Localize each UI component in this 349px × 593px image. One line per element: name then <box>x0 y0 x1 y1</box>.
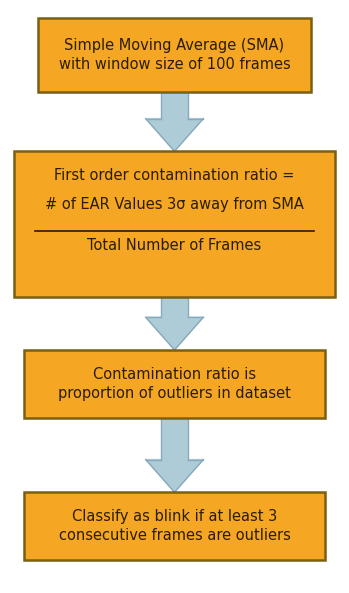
FancyBboxPatch shape <box>14 151 335 296</box>
Bar <box>161 418 187 460</box>
Bar <box>161 92 187 119</box>
Text: # of EAR Values 3σ away from SMA: # of EAR Values 3σ away from SMA <box>45 197 304 212</box>
Polygon shape <box>146 460 203 492</box>
Text: Total Number of Frames: Total Number of Frames <box>87 238 262 253</box>
Bar <box>161 296 187 317</box>
Text: Simple Moving Average (SMA): Simple Moving Average (SMA) <box>65 38 284 53</box>
Polygon shape <box>146 119 203 151</box>
Text: proportion of outliers in dataset: proportion of outliers in dataset <box>58 386 291 401</box>
Polygon shape <box>146 317 203 350</box>
FancyBboxPatch shape <box>38 18 311 92</box>
Text: First order contamination ratio =: First order contamination ratio = <box>54 168 295 183</box>
Text: Classify as blink if at least 3: Classify as blink if at least 3 <box>72 509 277 524</box>
FancyBboxPatch shape <box>24 492 325 560</box>
Text: consecutive frames are outliers: consecutive frames are outliers <box>59 528 290 543</box>
FancyBboxPatch shape <box>24 350 325 418</box>
Text: Contamination ratio is: Contamination ratio is <box>93 367 256 382</box>
Text: with window size of 100 frames: with window size of 100 frames <box>59 57 290 72</box>
